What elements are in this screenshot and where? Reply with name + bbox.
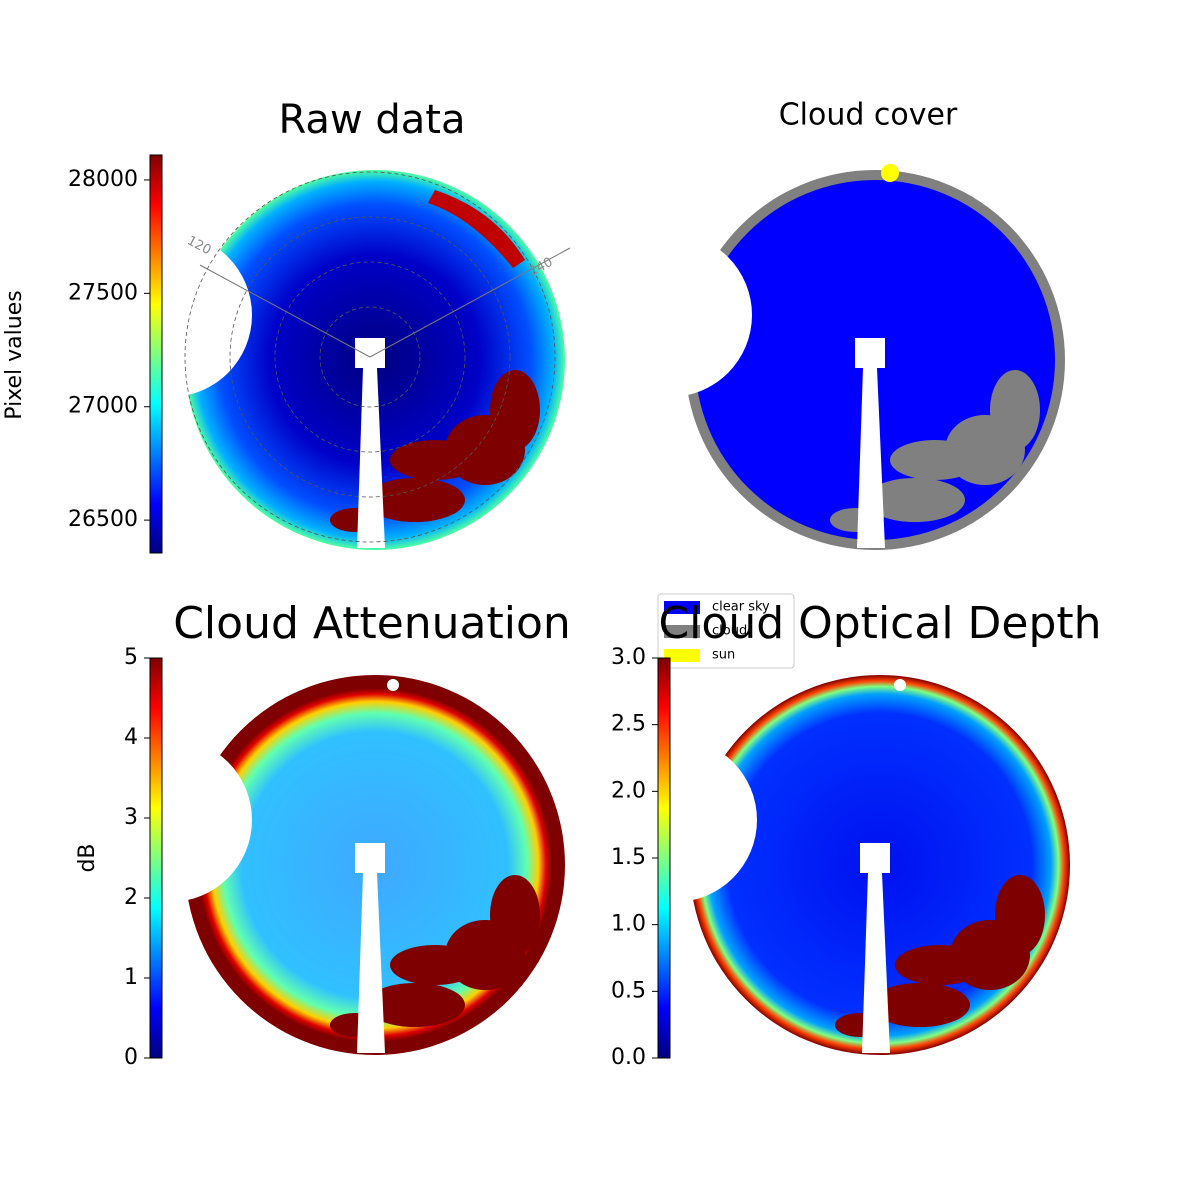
polar-spoke [369, 247, 571, 358]
polar-grid [319, 306, 421, 408]
occlusion [88, 233, 252, 397]
colorbar-label: dB [75, 843, 100, 872]
y-tick-label: 2.5 [611, 712, 646, 737]
y-tick-label: 5 [124, 645, 138, 670]
cloud-patch [865, 478, 965, 522]
panel-title: Raw data [279, 97, 466, 143]
legend-label: sun [712, 648, 735, 663]
occlusion [588, 233, 752, 397]
sky-image [588, 164, 1065, 550]
polar-grid [274, 261, 466, 453]
y-tick-label: 0 [124, 1045, 138, 1070]
y-tick-label: 0.5 [611, 978, 646, 1003]
y-tick-label: 1.5 [611, 845, 646, 870]
panel-title: Cloud Attenuation [173, 598, 571, 649]
y-tick-label: 27000 [68, 394, 138, 419]
legend-label: cloud [712, 624, 747, 639]
legend-swatch [664, 601, 700, 614]
sun [894, 679, 906, 691]
cloud-patch [990, 370, 1040, 450]
sky-image [88, 170, 571, 550]
colorbar [149, 657, 163, 1059]
y-tick-label: 3 [124, 805, 138, 830]
sun [881, 164, 899, 182]
cloud-patch [995, 875, 1045, 955]
mast [355, 338, 385, 548]
legend-swatch [664, 649, 700, 662]
y-tick-label: 0.0 [611, 1045, 646, 1070]
y-tick-label: 3.0 [611, 645, 646, 670]
cloud-patch [490, 370, 540, 450]
y-tick-label: 2 [124, 885, 138, 910]
y-tick-label: 27500 [68, 280, 138, 305]
mast [855, 338, 885, 548]
sky-image [593, 675, 1070, 1055]
sun [387, 679, 399, 691]
y-tick-label: 26500 [68, 507, 138, 532]
cloud-patch [490, 875, 540, 955]
colorbar-label: Pixel values [2, 290, 27, 419]
cloud-patch [870, 983, 970, 1027]
cloud-patch [365, 983, 465, 1027]
y-tick-label: 1.0 [611, 912, 646, 937]
cloud-patch [428, 190, 525, 268]
y-tick-label: 1 [124, 965, 138, 990]
polar-grid [184, 171, 556, 543]
panel-title: Cloud Optical Depth [658, 598, 1101, 649]
y-tick-label: 2.0 [611, 778, 646, 803]
occlusion [88, 738, 252, 902]
y-tick-label: 4 [124, 725, 138, 750]
colorbar [149, 154, 163, 554]
polar-grid [229, 216, 511, 498]
mast [355, 843, 385, 1053]
mast [860, 843, 890, 1053]
cloud-patch [365, 478, 465, 522]
occlusion [593, 738, 757, 902]
y-tick-label: 28000 [68, 167, 138, 192]
polar-spoke [199, 264, 371, 358]
panel-title: Cloud cover [779, 98, 958, 133]
colorbar [657, 657, 671, 1059]
sky-image [88, 675, 565, 1055]
legend-label: clear sky [712, 600, 770, 615]
legend-swatch [664, 625, 700, 638]
